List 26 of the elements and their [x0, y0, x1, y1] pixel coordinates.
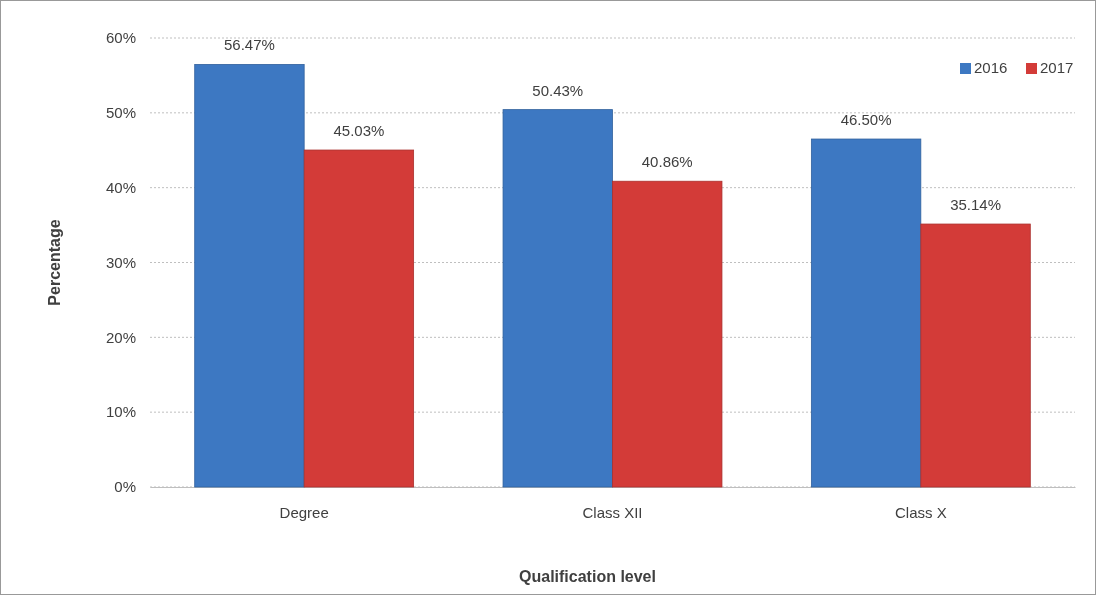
x-tick-label: Class X: [894, 503, 947, 521]
legend-label: 2017: [1040, 59, 1074, 76]
bar: [920, 223, 1031, 488]
data-label: 35.14%: [950, 196, 1001, 214]
y-tick-label: 60%: [105, 29, 136, 47]
data-label: 50.43%: [532, 81, 584, 99]
x-tick-label: Degree: [279, 503, 329, 521]
bar: [612, 180, 723, 488]
data-label: 56.47%: [224, 36, 275, 54]
legend-label: 2016: [974, 59, 1008, 76]
data-label: 40.86%: [641, 153, 693, 171]
y-tick-label: 10%: [105, 403, 136, 421]
y-tick-label: 50%: [105, 104, 136, 122]
bar: [810, 138, 922, 488]
y-tick-label: 20%: [105, 328, 136, 346]
bar: [502, 109, 613, 488]
data-label: 45.03%: [333, 122, 385, 140]
y-tick-label: 40%: [105, 178, 136, 196]
y-tick-label: 0%: [114, 478, 136, 496]
bar: [303, 149, 415, 488]
data-label: 46.50%: [840, 111, 892, 129]
y-tick-label: 30%: [105, 253, 136, 271]
bar: [194, 64, 305, 488]
x-axis-title: Qualification level: [519, 568, 656, 585]
x-tick-label: Class XII: [582, 503, 643, 521]
y-axis-title: Percentage: [46, 219, 63, 306]
